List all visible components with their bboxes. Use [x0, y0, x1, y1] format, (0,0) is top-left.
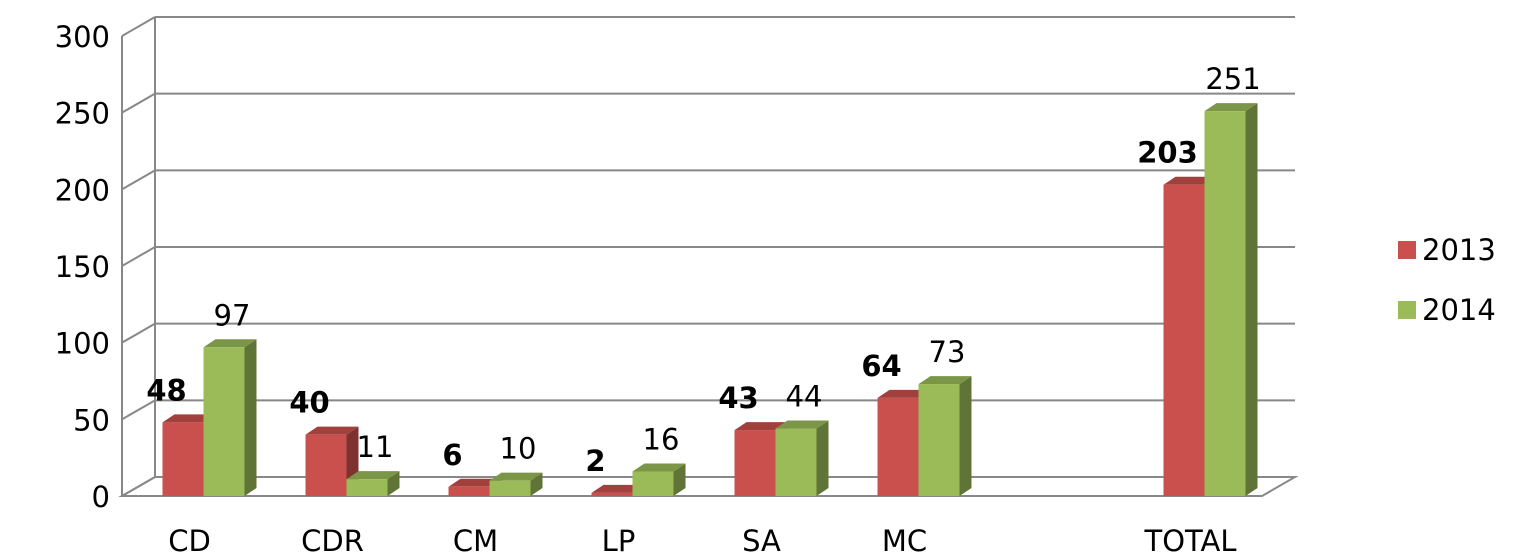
data-label: 16	[643, 422, 680, 456]
data-label: 64	[861, 349, 901, 383]
data-label: 203	[1137, 136, 1198, 170]
legend-label: 2013	[1422, 233, 1496, 267]
bar	[775, 420, 829, 496]
bar-side	[816, 420, 829, 496]
bar-side	[959, 376, 972, 496]
data-label: 44	[786, 380, 823, 414]
bar	[1204, 103, 1258, 496]
bar-top	[162, 414, 216, 423]
legend-swatch	[1398, 241, 1416, 259]
bar	[203, 339, 257, 496]
bar-top	[591, 484, 645, 493]
bar-side	[387, 471, 400, 496]
data-label: 43	[718, 381, 758, 415]
bar-top	[448, 478, 502, 487]
bar-front	[877, 397, 919, 496]
bar-top	[203, 339, 257, 348]
bar-front	[1163, 184, 1205, 496]
bar-top	[775, 420, 829, 429]
bar-front	[162, 422, 204, 496]
bar-top	[734, 422, 788, 431]
bar-side	[1245, 103, 1258, 496]
data-label: 97	[214, 298, 251, 332]
bar-front	[591, 492, 633, 496]
bar-front	[775, 428, 817, 496]
grid-line	[121, 399, 156, 421]
bar-front	[918, 384, 960, 496]
y-tick-label: 250	[55, 97, 110, 131]
data-label: 2	[585, 444, 605, 478]
bar-side	[530, 472, 543, 496]
data-label: 6	[442, 438, 462, 472]
bar-top	[346, 471, 400, 480]
x-tick-label: LP	[602, 524, 636, 558]
bar-front	[632, 471, 674, 496]
data-label: 40	[289, 386, 329, 420]
grid-line	[121, 246, 156, 267]
data-label: 48	[146, 373, 186, 407]
bar-top	[632, 463, 686, 472]
bar-front	[203, 347, 245, 496]
bar-front	[305, 434, 347, 496]
grid-line	[121, 16, 156, 37]
bar-top	[489, 472, 543, 481]
bar-side	[244, 339, 257, 496]
x-tick-label: CD	[168, 524, 211, 558]
grid-line	[121, 476, 156, 497]
data-label: 73	[929, 335, 966, 369]
bar-front	[346, 479, 388, 496]
data-label: 251	[1205, 62, 1260, 96]
bar-top	[1204, 103, 1258, 112]
grid-line	[121, 92, 156, 114]
bar-top	[918, 376, 972, 385]
bar-top	[305, 426, 359, 435]
y-tick-label: 0	[92, 480, 110, 514]
bar-front	[489, 480, 531, 496]
x-tick-label: CDR	[301, 524, 364, 558]
bar	[346, 471, 400, 496]
x-tick-label: TOTAL	[1144, 524, 1237, 558]
floor	[118, 476, 1299, 497]
bar	[918, 376, 972, 496]
y-tick-label: 200	[55, 173, 110, 207]
bar-top	[877, 389, 931, 398]
bar-top	[1163, 176, 1217, 185]
grid-line	[121, 169, 156, 191]
bar	[632, 463, 686, 496]
bar-front	[448, 486, 490, 496]
legend-label: 2014	[1422, 293, 1496, 327]
bar-front	[734, 430, 776, 496]
y-tick-label: 50	[73, 403, 110, 437]
bar	[489, 472, 543, 496]
y-tick-label: 150	[55, 250, 110, 284]
bar-side	[673, 463, 686, 496]
data-label: 11	[357, 430, 394, 464]
data-label: 10	[500, 432, 537, 466]
y-tick-label: 100	[55, 327, 110, 361]
legend-swatch	[1398, 301, 1416, 319]
bar-front	[1204, 111, 1246, 496]
grid-line	[121, 322, 156, 344]
x-tick-label: CM	[453, 524, 498, 558]
y-tick-label: 300	[55, 20, 110, 54]
x-tick-label: MC	[882, 524, 927, 558]
x-tick-label: SA	[742, 524, 781, 558]
